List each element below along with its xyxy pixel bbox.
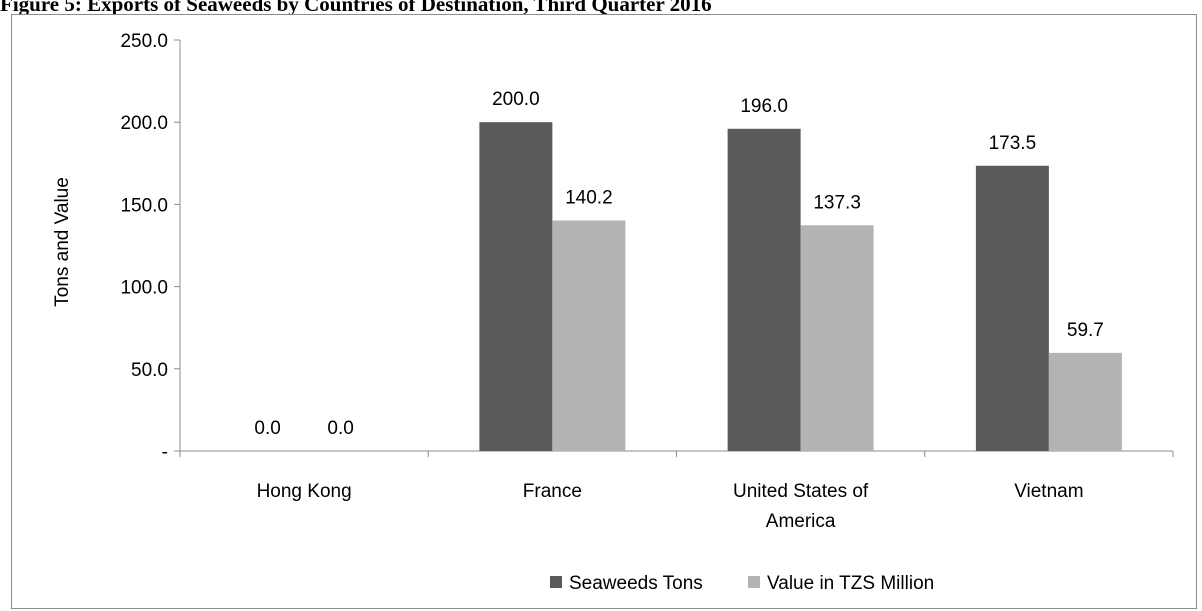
- bar: [552, 220, 626, 451]
- x-tick-label: Hong Kong: [257, 481, 352, 502]
- data-labels: 0.0 200.0 196.0 173.5 0.0 140.2 137.3 59.7: [254, 89, 1103, 439]
- bar: [800, 225, 874, 451]
- x-tick-label: France: [523, 481, 582, 502]
- y-tick-label: 100.0: [120, 278, 168, 299]
- bar: [479, 122, 553, 451]
- data-label: 0.0: [327, 418, 353, 439]
- bar: [727, 128, 801, 451]
- y-tick-label: 200.0: [120, 113, 168, 134]
- data-label: 196.0: [740, 96, 788, 117]
- y-tick-label: 250.0: [120, 31, 168, 52]
- data-label: 173.5: [989, 133, 1037, 154]
- data-label: 0.0: [254, 418, 280, 439]
- x-tick-label: America: [766, 511, 836, 532]
- y-tick-label: 50.0: [131, 360, 168, 381]
- data-label: 59.7: [1067, 320, 1104, 341]
- data-label: 137.3: [813, 192, 861, 213]
- figure-title: Figure 5: Exports of Seaweeds by Countri…: [0, 0, 712, 16]
- x-tick-label: United States of: [733, 481, 869, 502]
- data-label: 140.2: [565, 188, 613, 209]
- x-axis: Hong Kong France United States of America Vi…: [179, 450, 1174, 532]
- y-axis: - 50.0 100.0 150.0 200.0 250.0: [120, 31, 181, 463]
- data-label: 200.0: [492, 89, 540, 110]
- x-tick-label: Vietnam: [1014, 481, 1083, 502]
- y-tick-label: 150.0: [120, 195, 168, 216]
- legend: Seaweeds Tons Value in TZS Million: [550, 573, 934, 594]
- legend-label: Value in TZS Million: [767, 573, 934, 594]
- y-tick-label: -: [162, 442, 168, 463]
- bars: [479, 122, 1122, 452]
- legend-label: Seaweeds Tons: [569, 573, 703, 594]
- y-axis-label: Tons and Value: [52, 177, 73, 307]
- legend-swatch: [748, 576, 760, 588]
- bar: [975, 165, 1049, 452]
- bar: [1048, 352, 1122, 451]
- legend-swatch: [550, 576, 562, 588]
